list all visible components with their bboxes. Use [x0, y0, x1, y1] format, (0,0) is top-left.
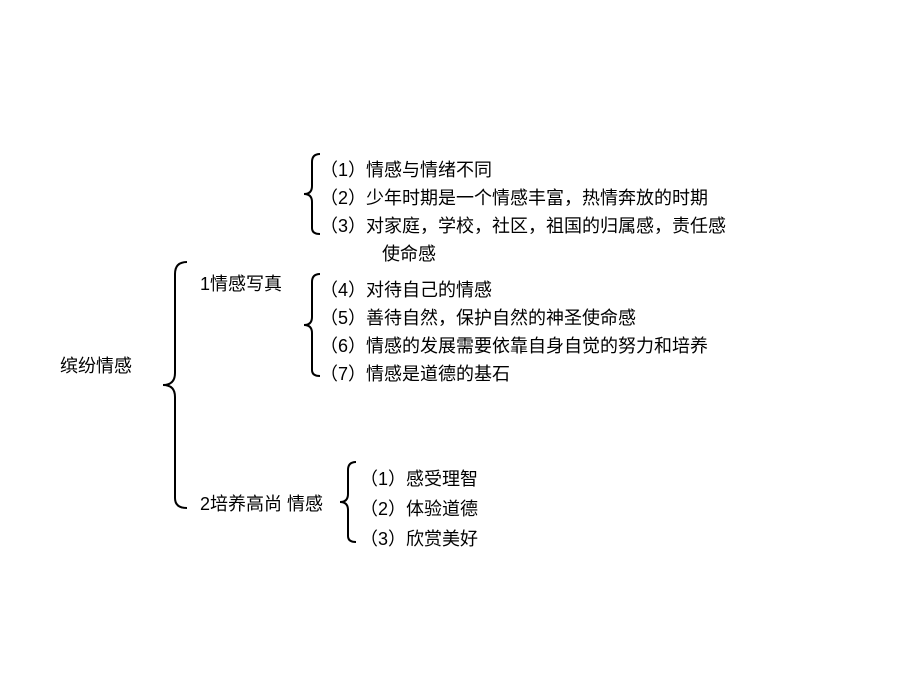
b2g1-item-1: （1）感受理智: [360, 465, 478, 491]
root-node: 缤纷情感: [60, 352, 132, 378]
b2g1-item-3: （3）欣赏美好: [360, 525, 478, 551]
branch-2-group-1-brace: [336, 458, 360, 546]
root-brace: [155, 258, 195, 512]
b2g1-item-2: （2）体验道德: [360, 495, 478, 521]
b1g2-item-5: （5）善待自然，保护自然的神圣使命感: [320, 304, 636, 330]
b1g2-item-4: （4）对待自己的情感: [320, 276, 492, 302]
b1g2-item-7: （7）情感是道德的基石: [320, 360, 510, 386]
b1g1-item-2: （2）少年时期是一个情感丰富，热情奔放的时期: [320, 184, 708, 210]
branch-1-label: 1情感写真: [200, 270, 282, 296]
b1g2-item-6: （6）情感的发展需要依靠自身自觉的努力和培养: [320, 332, 708, 358]
b1g1-item-3-cont: 使命感: [382, 240, 436, 266]
b1g1-item-1: （1）情感与情绪不同: [320, 156, 492, 182]
branch-2-label: 2培养高尚 情感: [200, 490, 323, 516]
b1g1-item-3: （3）对家庭，学校，社区，祖国的归属感，责任感: [320, 212, 726, 238]
